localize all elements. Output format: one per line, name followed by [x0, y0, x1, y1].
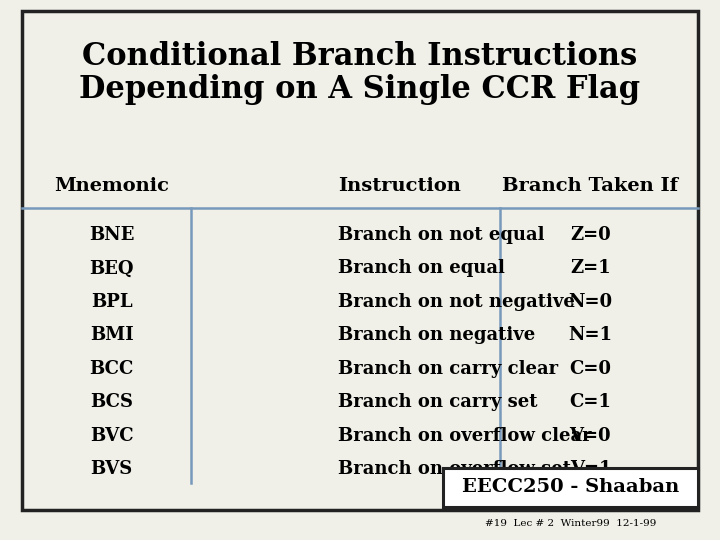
Text: BPL: BPL: [91, 293, 132, 311]
Text: BVC: BVC: [90, 427, 133, 445]
Text: BNE: BNE: [89, 226, 135, 244]
Text: Instruction: Instruction: [338, 177, 462, 195]
Text: BVS: BVS: [91, 460, 132, 478]
Text: Z=0: Z=0: [570, 226, 611, 244]
Text: Branch on carry set: Branch on carry set: [338, 393, 538, 411]
Text: #19  Lec # 2  Winter99  12-1-99: #19 Lec # 2 Winter99 12-1-99: [485, 519, 657, 528]
Text: BMI: BMI: [90, 326, 133, 345]
FancyBboxPatch shape: [22, 11, 698, 510]
Text: N=0: N=0: [568, 293, 613, 311]
Text: Conditional Branch Instructions: Conditional Branch Instructions: [82, 41, 638, 72]
Text: C=1: C=1: [570, 393, 611, 411]
Text: Branch on equal: Branch on equal: [338, 259, 505, 278]
Text: Branch on carry clear: Branch on carry clear: [338, 360, 559, 378]
Text: BEQ: BEQ: [89, 259, 134, 278]
Text: Branch on not equal: Branch on not equal: [338, 226, 545, 244]
Text: Branch on not negative: Branch on not negative: [338, 293, 575, 311]
Text: BCC: BCC: [89, 360, 134, 378]
Text: EECC250 - Shaaban: EECC250 - Shaaban: [462, 478, 679, 496]
Text: Z=1: Z=1: [570, 259, 611, 278]
Text: Branch on overflow clear: Branch on overflow clear: [338, 427, 592, 445]
Text: Branch Taken If: Branch Taken If: [503, 177, 678, 195]
Text: Mnemonic: Mnemonic: [54, 177, 169, 195]
FancyBboxPatch shape: [443, 468, 698, 507]
Text: Branch on negative: Branch on negative: [338, 326, 536, 345]
Text: BCS: BCS: [90, 393, 133, 411]
Text: V=0: V=0: [570, 427, 611, 445]
Text: V=1: V=1: [570, 460, 611, 478]
Text: Branch on overflow set: Branch on overflow set: [338, 460, 572, 478]
Text: N=1: N=1: [568, 326, 613, 345]
Text: Depending on A Single CCR Flag: Depending on A Single CCR Flag: [79, 73, 641, 105]
Text: C=0: C=0: [570, 360, 611, 378]
